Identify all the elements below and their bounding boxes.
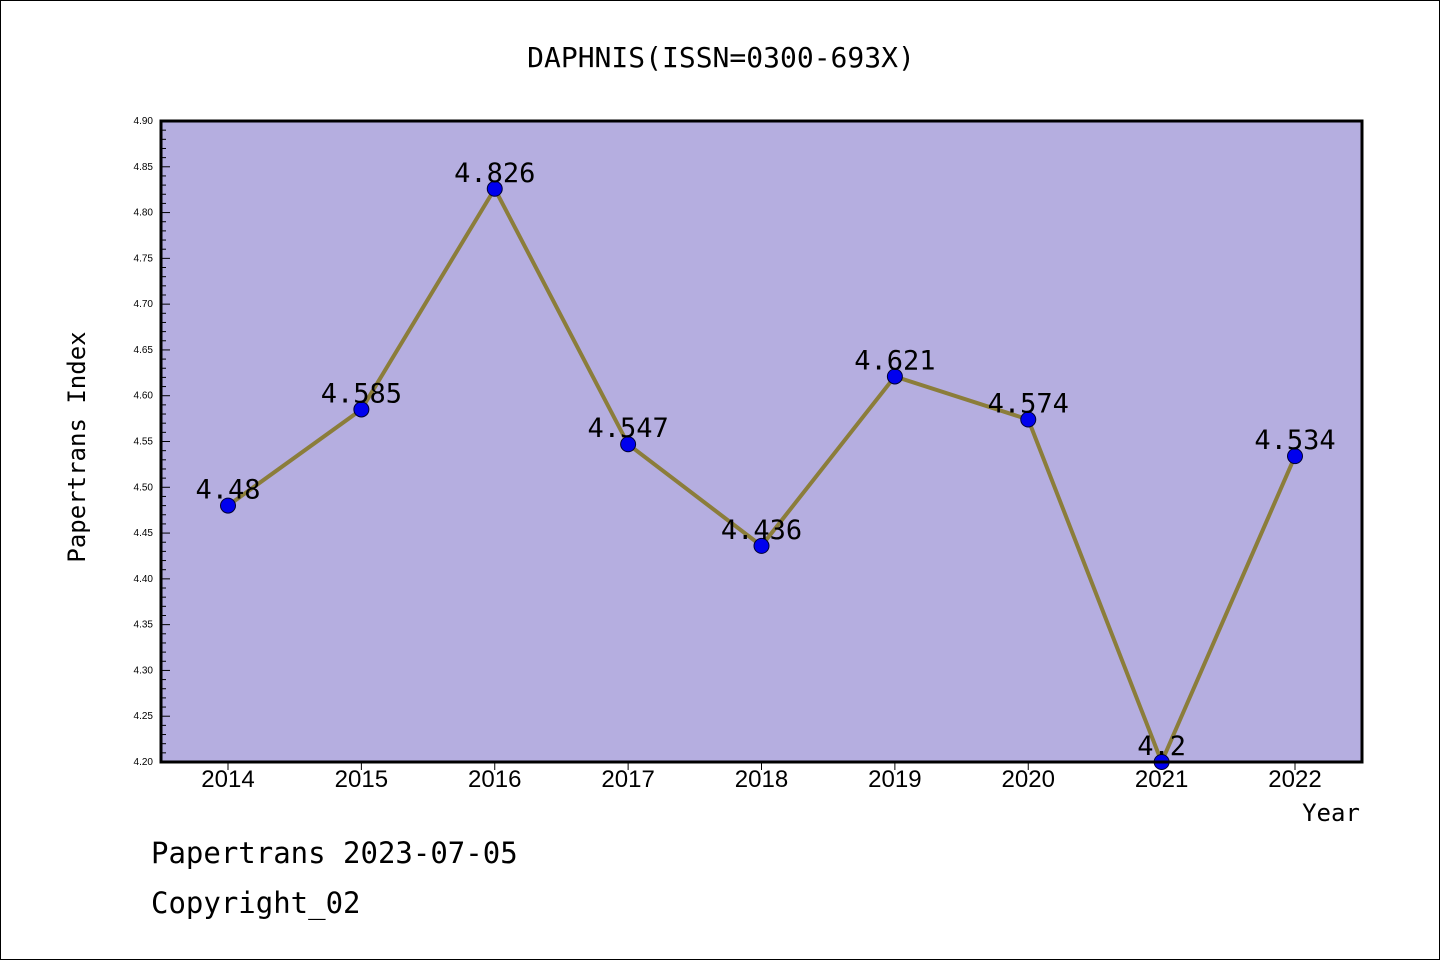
data-point — [1287, 448, 1303, 465]
y-tick-label: 4.80 — [134, 208, 154, 219]
x-axis: 2014 2015 2016 2017 2018 2019 2020 2021 2022 — [201, 762, 1322, 793]
y-tick-label: 4.65 — [134, 345, 154, 356]
y-axis-label: Papertrans Index — [63, 331, 91, 562]
y-tick-label: 4.25 — [134, 711, 154, 722]
footer-copyright-text: Copyright_02 — [151, 886, 361, 920]
data-point — [753, 537, 770, 554]
data-point — [620, 436, 637, 453]
data-label: 4.534 — [1254, 425, 1335, 456]
data-point — [486, 180, 503, 197]
data-point — [886, 368, 903, 385]
footer-date-text: Papertrans 2023-07-05 — [151, 836, 518, 870]
y-tick-label: 4.60 — [134, 391, 154, 402]
y-tick-label: 4.30 — [134, 665, 154, 676]
y-tick-label: 4.50 — [134, 482, 154, 493]
x-tick-label: 2022 — [1268, 766, 1321, 793]
y-tick-label: 4.40 — [134, 574, 154, 585]
y-tick-label: 4.85 — [134, 162, 154, 173]
x-tick-label: 2020 — [1002, 766, 1055, 793]
data-label: 4.547 — [587, 413, 668, 444]
y-tick-label: 4.20 — [134, 757, 154, 768]
x-axis-label: Year — [1302, 799, 1360, 827]
plot-frame — [159, 119, 1364, 764]
y-tick-label: 4.45 — [134, 528, 154, 539]
x-tick-label: 2017 — [601, 766, 654, 793]
data-label: 4.574 — [988, 389, 1069, 420]
data-point — [1020, 411, 1037, 428]
y-axis: 4.20 4.25 4.30 4.35 4.40 4.45 4.50 4.55 4.60 4.65… — [134, 116, 170, 768]
y-tick-label: 4.55 — [134, 437, 154, 448]
data-label-group: 4.48 4.585 4.826 4.547 4.436 4.621 4.574 4.2 4.5… — [195, 158, 1335, 762]
x-tick-label: 2021 — [1135, 766, 1188, 793]
marker-group — [220, 180, 1303, 770]
data-label: 4.436 — [721, 515, 802, 546]
x-tick-label: 2018 — [735, 766, 788, 793]
data-label: 4.2 — [1137, 731, 1186, 762]
data-point — [220, 497, 236, 514]
y-tick-label: 4.70 — [134, 299, 154, 310]
x-tick-label: 2014 — [201, 766, 254, 793]
plot-area — [161, 121, 1362, 762]
data-point — [353, 401, 370, 418]
data-label: 4.585 — [321, 378, 402, 409]
data-label: 4.48 — [195, 475, 260, 506]
data-label: 4.621 — [854, 345, 935, 376]
x-tick-label: 2015 — [335, 766, 388, 793]
y-tick-label: 4.35 — [134, 620, 154, 631]
chart-title: DAPHNIS(ISSN=0300-693X) — [527, 41, 915, 74]
x-tick-label: 2016 — [468, 766, 521, 793]
y-tick-label: 4.90 — [134, 116, 154, 127]
x-tick-label: 2019 — [868, 766, 921, 793]
y-tick-label: 4.75 — [134, 253, 154, 264]
data-label: 4.826 — [454, 158, 535, 189]
